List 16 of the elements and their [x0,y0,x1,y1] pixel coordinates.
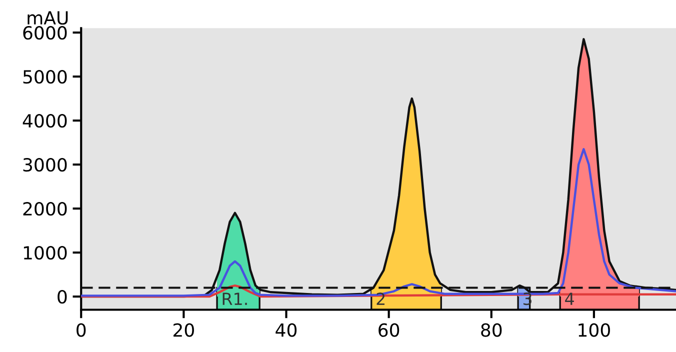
band-label: 4 [565,292,574,305]
x-tick-label: 100 [578,323,610,337]
y-tick-label: 4000 [22,114,67,128]
x-tick-label: 60 [378,323,400,337]
x-tick-label: 40 [276,323,297,337]
y-tick-label: 5000 [23,70,67,84]
x-tick-label: 80 [481,323,502,337]
x-tick-label: 0 [76,323,86,337]
y-tick-label: 1000 [24,246,67,260]
y-axis-title: mAU [28,11,68,25]
x-tick-label: 20 [174,323,194,337]
y-tick-label: 0 [58,290,67,304]
band-label: R1. [222,292,247,305]
y-tick-label: 6000 [23,26,67,40]
y-tick-label: 3000 [23,158,67,172]
y-tick-label: 2000 [23,202,67,216]
